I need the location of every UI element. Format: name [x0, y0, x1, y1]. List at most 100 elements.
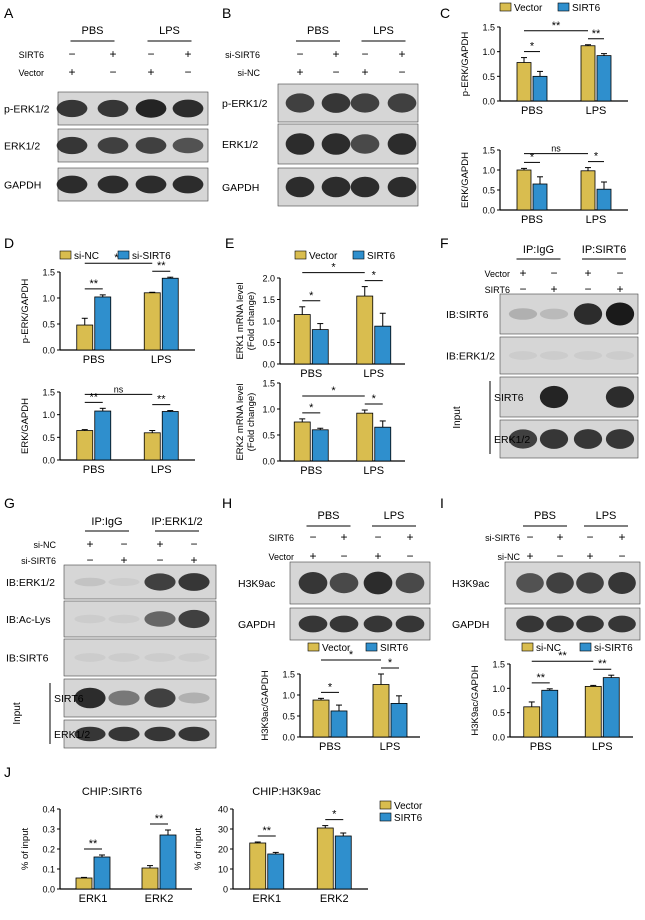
protein-band — [56, 175, 88, 194]
y-axis-label: ERK1 mRNA level — [235, 282, 246, 359]
protein-band — [285, 176, 315, 198]
significance-label: * — [332, 809, 337, 821]
y-tick-label: 0.0 — [42, 456, 55, 466]
y-tick-label: 1.0 — [262, 317, 275, 327]
condition-sign: − — [618, 549, 625, 563]
protein-band — [539, 351, 569, 360]
significance-label: * — [594, 151, 599, 163]
x-tick-label: PBS — [300, 368, 322, 380]
legend-label: si-NC — [74, 251, 99, 262]
condition-label: SIRT6 — [269, 533, 294, 543]
band-label: ERK1/2 — [222, 139, 258, 151]
protein-band — [395, 615, 425, 633]
y-tick-label: 1.0 — [282, 691, 295, 701]
bar — [330, 710, 348, 738]
bar — [390, 703, 408, 738]
protein-band — [56, 99, 88, 118]
legend-label: si-SIRT6 — [594, 643, 633, 654]
y-tick-label: 1.5 — [42, 268, 55, 278]
group-label: PBS — [81, 25, 103, 37]
band-label: ERK1/2 — [54, 729, 90, 741]
significance-label: ns — [114, 384, 124, 394]
y-tick-label: 0.0 — [492, 733, 505, 743]
legend-swatch — [557, 2, 570, 12]
y-tick-label: 0.2 — [42, 845, 55, 855]
y-tick-label: 1.0 — [492, 684, 505, 694]
protein-band — [350, 134, 380, 154]
legend-label: Vector — [394, 801, 423, 812]
condition-sign: + — [120, 553, 127, 567]
x-tick-label: ERK2 — [320, 893, 349, 905]
x-tick-label: PBS — [530, 741, 552, 753]
significance-label: ** — [558, 650, 567, 662]
significance-label: * — [328, 681, 333, 693]
blot-strip — [499, 376, 639, 418]
y-tick-label: 0.5 — [492, 708, 505, 718]
bar-chart: 0.0 0.5 1.0 1.5 ERK/GAPDH PBS LPS * ns * — [460, 144, 628, 226]
condition-sign: − — [361, 47, 368, 61]
significance-label: ** — [157, 394, 166, 406]
y-tick-label: 0.5 — [262, 338, 275, 348]
panel-letter-e: E — [225, 235, 234, 251]
protein-band — [74, 614, 106, 624]
significance-label: * — [372, 270, 377, 282]
band-label: H3K9ac — [238, 578, 275, 590]
x-tick-label: LPS — [363, 368, 384, 380]
bar — [312, 699, 330, 738]
condition-sign: − — [586, 530, 593, 544]
bar — [356, 412, 374, 462]
protein-band — [350, 176, 380, 198]
significance-label: * — [388, 657, 393, 669]
bar — [584, 685, 602, 738]
x-tick-label: LPS — [380, 741, 401, 753]
condition-label: Vector — [18, 68, 44, 78]
protein-band — [539, 385, 569, 409]
condition-sign: + — [190, 553, 197, 567]
band-label: p-ERK1/2 — [4, 104, 50, 116]
blot-strip — [504, 607, 641, 641]
x-tick-label: PBS — [521, 105, 543, 117]
y-tick-label: 1.5 — [42, 388, 55, 398]
protein-band — [285, 93, 315, 113]
significance-label: ** — [89, 391, 98, 403]
protein-band — [573, 351, 603, 360]
condition-sign: + — [68, 65, 75, 79]
condition-label: si-NC — [34, 540, 57, 550]
y-axis-label: (Fold change) — [246, 292, 257, 351]
band-label: ERK1/2 — [494, 434, 530, 446]
y-tick-label: 0.5 — [482, 186, 495, 196]
protein-band — [350, 93, 380, 113]
y-tick-label: 0.0 — [42, 346, 55, 356]
protein-band — [605, 351, 635, 360]
chart-title: CHIP:H3K9ac — [252, 786, 321, 798]
condition-sign: + — [550, 282, 557, 296]
condition-sign: + — [526, 549, 533, 563]
condition-sign: − — [109, 65, 116, 79]
bar — [143, 432, 161, 461]
bar — [580, 170, 596, 211]
blot-strip — [277, 123, 419, 165]
bar — [267, 853, 285, 890]
band-label: GAPDH — [4, 180, 41, 192]
bar — [311, 329, 329, 365]
condition-sign: − — [398, 65, 405, 79]
y-tick-label: 0.3 — [42, 825, 55, 835]
legend-swatch — [521, 642, 534, 652]
y-tick-label: 1.5 — [262, 295, 275, 305]
protein-band — [178, 609, 210, 629]
significance-label: ** — [598, 658, 607, 670]
band-label: ERK1/2 — [4, 141, 40, 153]
protein-band — [97, 99, 129, 118]
legend-label: SIRT6 — [380, 643, 409, 654]
y-tick-label: 0.1 — [42, 865, 55, 875]
protein-band — [135, 175, 167, 194]
y-tick-label: 40 — [218, 805, 228, 815]
bar — [161, 411, 179, 461]
y-axis-label: H3K9ac/GAPDH — [260, 670, 271, 740]
protein-band — [605, 302, 635, 326]
legend-label: SIRT6 — [367, 251, 396, 262]
chart-legend: si-NC si-SIRT6 — [59, 250, 171, 262]
blot-strip — [499, 336, 639, 375]
